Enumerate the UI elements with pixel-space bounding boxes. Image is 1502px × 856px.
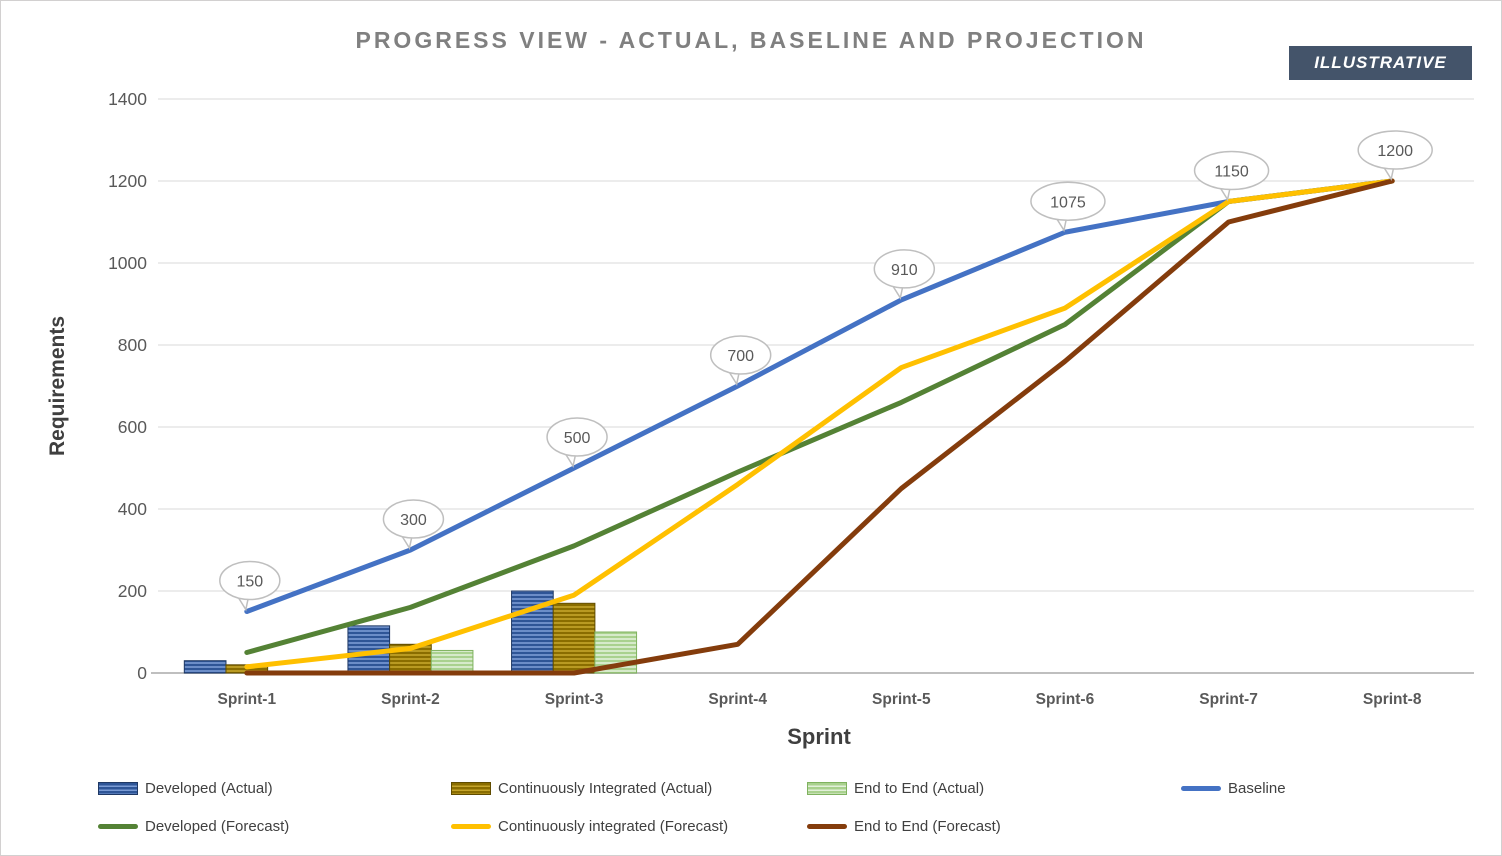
callout-bubble xyxy=(873,249,936,289)
legend-swatch-continuously-integrated-forecast xyxy=(451,823,491,829)
callout-bubble xyxy=(219,560,281,601)
chart-title: PROGRESS VIEW - ACTUAL, BASELINE AND PRO… xyxy=(355,27,1147,53)
data-callout-sprint-6: 1075 xyxy=(1030,181,1106,233)
x-axis-tick-label: Sprint-6 xyxy=(1036,691,1095,708)
legend-item-continuously-integrated-forecast: Continuously integrated (Forecast) xyxy=(451,817,729,835)
x-axis-title: Sprint xyxy=(787,724,851,749)
callout-bubble xyxy=(546,417,608,457)
legend-label: Continuously Integrated (Actual) xyxy=(498,779,713,797)
x-axis-tick-label: Sprint-2 xyxy=(381,691,440,708)
legend-label: Baseline xyxy=(1228,779,1286,797)
legend-label: Developed (Actual) xyxy=(145,779,273,797)
data-callout-sprint-4: 700 xyxy=(709,335,772,386)
legend-label: End to End (Forecast) xyxy=(854,817,1001,835)
callout-value: 700 xyxy=(727,348,754,365)
illustrative-badge: ILLUSTRATIVE xyxy=(1289,46,1472,80)
bar-continuously-integrated-actual-sprint-3 xyxy=(552,602,596,674)
callout-bubble xyxy=(1357,130,1433,170)
x-axis-tick-label: Sprint-7 xyxy=(1199,691,1258,708)
line-end-to-end-forecast xyxy=(244,178,1395,676)
callout-value: 300 xyxy=(400,512,427,529)
line-baseline xyxy=(244,178,1395,614)
legend-item-baseline: Baseline xyxy=(1181,779,1286,797)
legend-item-continuously-integrated-actual: Continuously Integrated (Actual) xyxy=(451,779,713,797)
data-callout-sprint-5: 910 xyxy=(873,249,936,300)
bar-developed-actual-sprint-3 xyxy=(511,590,554,674)
legend-item-end-to-end-forecast: End to End (Forecast) xyxy=(807,817,1001,835)
legend-item-developed-forecast: Developed (Forecast) xyxy=(98,817,290,835)
legend-swatch-end-to-end-actual xyxy=(807,781,847,795)
legend-swatch-developed-forecast xyxy=(98,823,138,829)
callout-value: 910 xyxy=(891,262,918,279)
legend-item-end-to-end-actual: End to End (Actual) xyxy=(807,779,985,797)
callout-bubble xyxy=(709,335,772,375)
data-callout-sprint-8: 1200 xyxy=(1357,130,1433,181)
x-axis-tick-label: Sprint-5 xyxy=(872,691,931,708)
callout-value: 150 xyxy=(236,574,263,591)
x-axis-tick-label: Sprint-3 xyxy=(545,691,604,708)
x-axis-tick-label: Sprint-4 xyxy=(708,691,767,708)
y-axis-tick-label: 1400 xyxy=(108,89,147,109)
line-developed-forecast xyxy=(244,178,1395,655)
legend-label: Continuously integrated (Forecast) xyxy=(498,817,729,835)
legend-label: End to End (Actual) xyxy=(854,779,985,797)
data-callout-sprint-3: 500 xyxy=(546,417,608,468)
data-callout-sprint-2: 300 xyxy=(382,499,445,550)
legend-swatch-continuously-integrated-actual xyxy=(451,781,491,795)
line-continuously-integrated-forecast xyxy=(244,178,1395,670)
callout-bubble xyxy=(1030,181,1106,221)
y-axis-tick-label: 800 xyxy=(118,335,147,355)
legend-item-developed-actual: Developed (Actual) xyxy=(98,779,273,797)
callout-value: 500 xyxy=(564,430,591,447)
x-axis-tick-label: Sprint-8 xyxy=(1363,691,1422,708)
legend-label: Developed (Forecast) xyxy=(145,817,290,835)
callout-bubble xyxy=(1193,150,1270,191)
y-axis-tick-label: 0 xyxy=(137,663,147,683)
callout-bubble xyxy=(382,499,445,539)
legend-swatch-baseline xyxy=(1181,785,1221,791)
callout-value: 1075 xyxy=(1050,194,1086,211)
y-axis-tick-label: 600 xyxy=(118,417,147,437)
bar-end-to-end-actual-sprint-2 xyxy=(430,649,474,674)
data-callout-sprint-1: 150 xyxy=(219,560,281,612)
callout-value: 1200 xyxy=(1377,143,1413,160)
legend-swatch-end-to-end-forecast xyxy=(807,823,847,829)
x-axis-tick-label: Sprint-1 xyxy=(218,691,277,708)
y-axis-tick-label: 400 xyxy=(118,499,147,519)
y-axis-tick-label: 1000 xyxy=(108,253,147,273)
y-axis-tick-label: 1200 xyxy=(108,171,147,191)
callout-value: 1150 xyxy=(1214,164,1249,181)
data-callout-sprint-7: 1150 xyxy=(1193,150,1270,202)
y-axis-tick-label: 200 xyxy=(118,581,147,601)
bar-developed-actual-sprint-1 xyxy=(183,660,227,674)
legend-swatch-developed-actual xyxy=(98,781,138,795)
